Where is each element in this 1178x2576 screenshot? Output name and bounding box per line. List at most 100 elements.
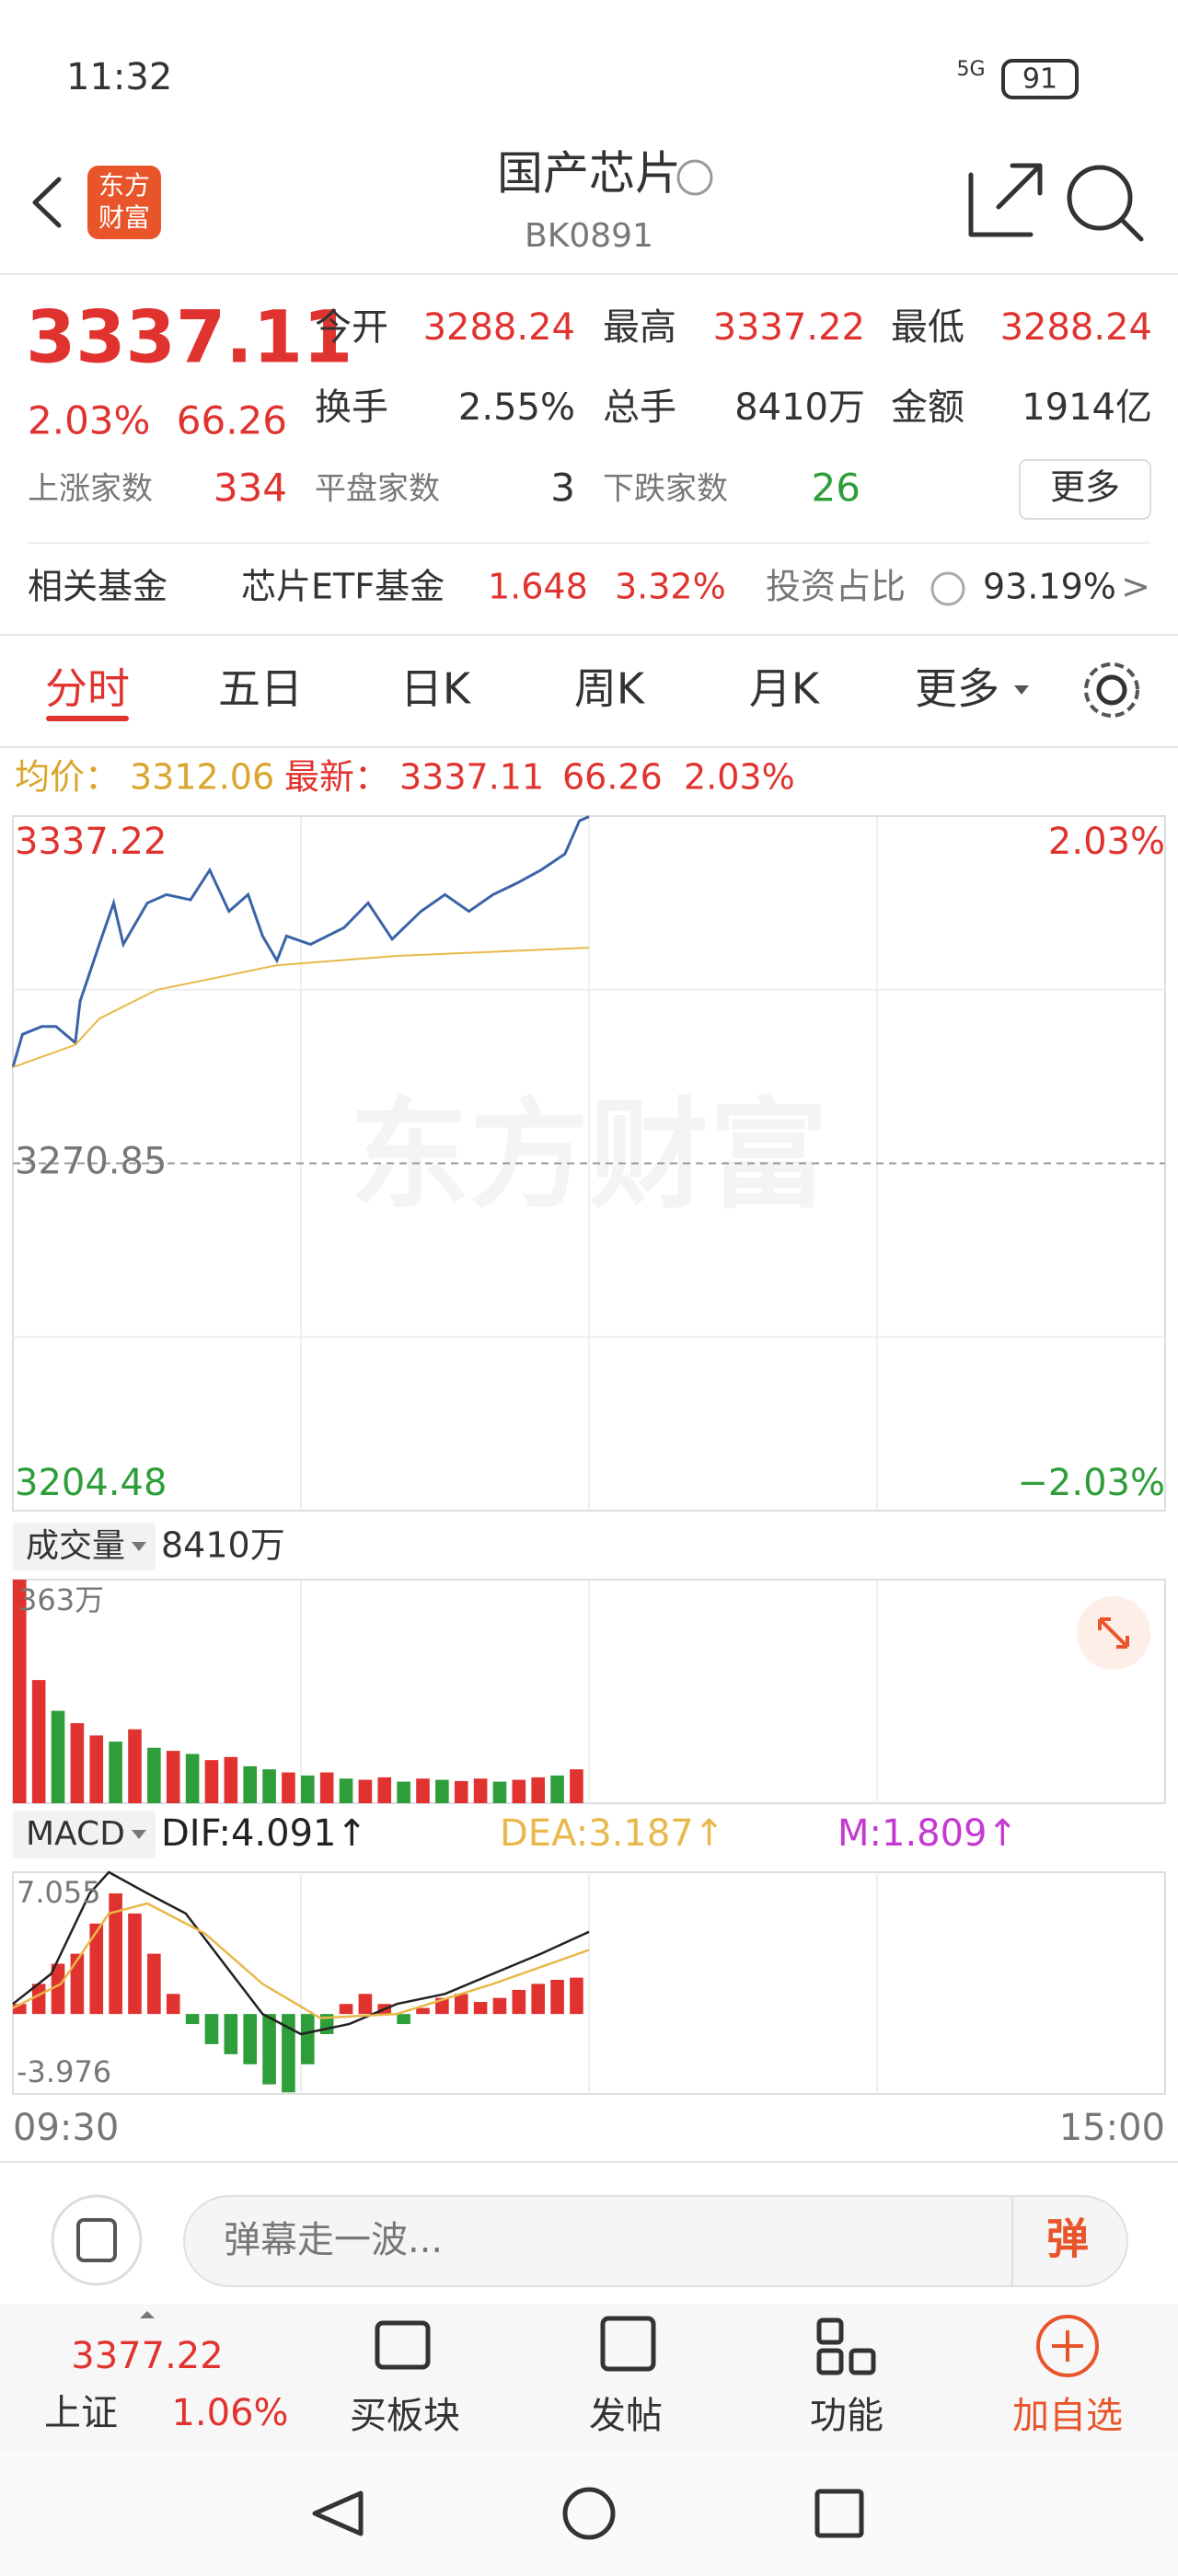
danmaku-button[interactable]: 弹 <box>1046 2214 1089 2264</box>
sys-back[interactable] <box>312 2490 364 2536</box>
volume-bar <box>301 1775 315 1803</box>
post-icon <box>600 2316 656 2372</box>
volume-bar <box>13 1580 27 1803</box>
latest-change: 66.26 <box>562 757 663 798</box>
volume-selector[interactable] <box>13 1523 156 1570</box>
tab[interactable]: 五日 <box>218 664 303 714</box>
y-tick-label: 3204.48 <box>15 1462 167 1504</box>
index-value[interactable]: 3377.22 <box>71 2335 223 2377</box>
bottom-nav <box>0 2305 1178 2452</box>
settings-icon-gear[interactable] <box>1084 662 1139 718</box>
system-nav <box>0 2452 1178 2576</box>
tab-underline <box>46 716 129 721</box>
add-icon-plus <box>1052 2330 1083 2362</box>
ratio: 93.19% <box>983 567 1116 607</box>
sys-home[interactable] <box>562 2487 616 2540</box>
sys-recent[interactable] <box>814 2489 864 2538</box>
settings-icon[interactable] <box>1096 674 1127 706</box>
nav-item[interactable]: 加自选 <box>1012 2395 1123 2437</box>
back-button[interactable] <box>32 177 62 228</box>
volume-bar <box>435 1779 449 1803</box>
macd-bar <box>13 2004 27 2015</box>
volume-bar <box>31 1680 46 1803</box>
macd-line <box>12 1870 590 2036</box>
logo-text: 东方 <box>98 170 150 201</box>
volume-bar <box>416 1778 430 1803</box>
info-icon[interactable] <box>676 159 713 196</box>
macd-legend: DIF:4.091↑ <box>161 1812 367 1855</box>
x-tick-label: 15:00 <box>1059 2107 1165 2149</box>
more-button-text[interactable]: 更多 <box>1050 467 1120 508</box>
index-name[interactable]: 上证 <box>44 2392 118 2434</box>
index-pct[interactable]: 1.06% <box>171 2392 288 2434</box>
help-icon[interactable] <box>930 571 965 606</box>
field-label: 最高 <box>603 306 676 349</box>
volume-bar <box>570 1769 583 1803</box>
dropdown-arrow <box>132 1830 146 1839</box>
volume-total: 8410万 <box>161 1525 285 1566</box>
code: BK0891 <box>525 217 653 255</box>
indicator-selector[interactable] <box>13 1811 156 1858</box>
search-icon-handle <box>1120 218 1144 242</box>
volume-bar <box>473 1778 488 1803</box>
tab[interactable]: 更多 <box>915 664 999 714</box>
breadth-label: 上涨家数 <box>28 471 153 508</box>
volume-bar <box>51 1710 65 1803</box>
macd-bar <box>454 1994 468 2015</box>
volume-bar <box>128 1729 142 1803</box>
macd-bar <box>262 2014 276 2085</box>
tab[interactable]: 周K <box>574 664 646 714</box>
tab[interactable]: 日K <box>400 664 472 714</box>
status-time: 11:32 <box>66 56 172 98</box>
macd-bar <box>185 2014 200 2025</box>
field-label: 今开 <box>315 306 388 349</box>
volume-bar <box>358 1779 373 1803</box>
fund-name[interactable]: 芯片ETF基金 <box>241 567 445 607</box>
macd-bar <box>531 1984 546 2015</box>
macd-label[interactable]: MACD <box>26 1815 125 1853</box>
macd-bar <box>51 1963 65 2015</box>
macd-bar <box>512 1989 526 2015</box>
nav-items: 买板块 发帖 功能 加自选 <box>350 2395 1123 2437</box>
block-icon <box>375 2320 431 2370</box>
comment-input[interactable] <box>183 2195 1128 2287</box>
tab[interactable]: 月K <box>749 664 821 714</box>
volume-label[interactable]: 成交量 <box>26 1527 125 1565</box>
latest-pct: 2.03% <box>684 757 795 798</box>
tab[interactable]: 分时 <box>45 664 130 714</box>
volume-bar <box>550 1775 564 1803</box>
latest-label: 最新： <box>284 757 389 798</box>
comment-list-button[interactable] <box>51 2194 143 2286</box>
macd-bar <box>397 2014 410 2025</box>
macd-bar <box>243 2014 258 2064</box>
nav-item[interactable]: 买板块 <box>350 2395 460 2437</box>
macd-bar <box>570 1977 583 2015</box>
add-icon <box>1036 2315 1099 2377</box>
search-icon[interactable] <box>1067 165 1133 231</box>
macd-bar <box>416 2007 430 2015</box>
more-button[interactable] <box>1019 459 1151 520</box>
macd-bar <box>550 1979 564 2015</box>
expand-icon <box>1098 1617 1129 1649</box>
macd-bar <box>89 1923 104 2015</box>
quote-fields: 今开 3288.24 最高 3337.22 最低 3288.24 换手 2.55% 总手 8410… <box>28 306 1152 511</box>
nav-item[interactable]: 功能 <box>810 2395 884 2437</box>
macd-line <box>12 1902 590 2019</box>
volume-bar <box>109 1742 122 1803</box>
volume-bar <box>262 1769 276 1803</box>
function-icon <box>849 2348 876 2375</box>
ratio-arrow[interactable]: > <box>1121 567 1150 607</box>
avg: 3312.06 <box>130 757 274 798</box>
field-label: 换手 <box>315 386 388 429</box>
y-tick-label: 7.055 <box>17 1875 101 1910</box>
y2-tick-label: 2.03% <box>1048 821 1165 863</box>
x-tick-label: 09:30 <box>13 2107 119 2149</box>
field-label: 总手 <box>603 386 676 429</box>
function-icon <box>816 2348 844 2375</box>
field-value: 3337.22 <box>713 306 865 349</box>
nav-item[interactable]: 发帖 <box>589 2395 663 2437</box>
share-icon[interactable] <box>968 163 1043 237</box>
volume-bar <box>282 1772 295 1803</box>
volume-bar <box>204 1760 219 1803</box>
